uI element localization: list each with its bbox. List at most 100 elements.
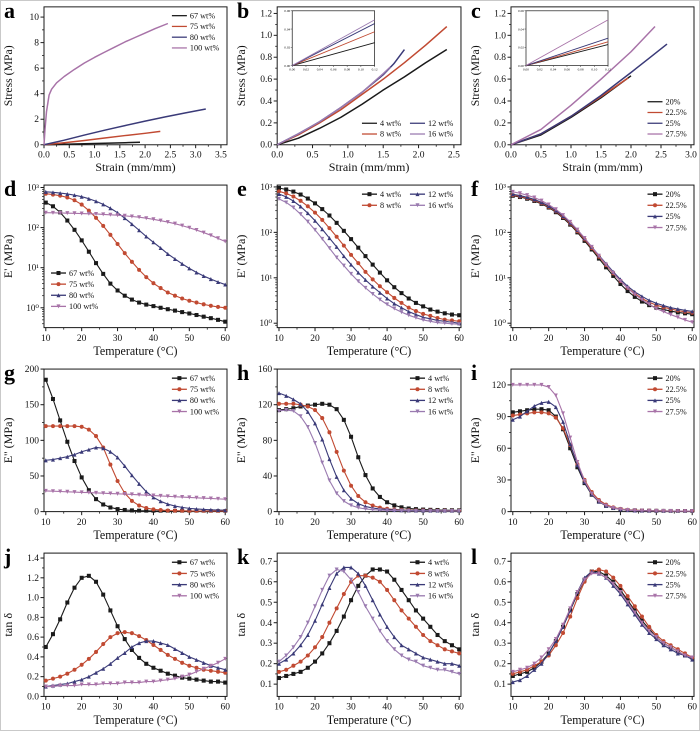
svg-text:0.0: 0.0 bbox=[505, 151, 517, 161]
chart-a: 0.0 0.5 1.0 1.5 2.0 2.5 3.0 3.5 0 2 4 6 8 10 Strain (m… bbox=[1, 1, 234, 179]
svg-text:75 wt%: 75 wt% bbox=[69, 280, 94, 289]
svg-text:0.2: 0.2 bbox=[27, 672, 39, 683]
svg-text:E'' (MPa): E'' (MPa) bbox=[234, 417, 248, 463]
svg-text:50: 50 bbox=[418, 702, 428, 713]
svg-text:20%: 20% bbox=[666, 374, 681, 383]
svg-text:20: 20 bbox=[544, 702, 554, 713]
panel-letter-h: h bbox=[237, 363, 250, 385]
svg-text:67 wt%: 67 wt% bbox=[190, 11, 216, 20]
svg-text:60: 60 bbox=[220, 333, 230, 344]
svg-text:4: 4 bbox=[34, 90, 39, 100]
svg-text:30: 30 bbox=[113, 702, 123, 713]
svg-text:0.0: 0.0 bbox=[494, 141, 506, 151]
panel-letter-d: d bbox=[4, 179, 17, 201]
svg-text:0.2: 0.2 bbox=[494, 119, 506, 129]
svg-text:0.4: 0.4 bbox=[494, 97, 506, 107]
svg-text:0.10: 0.10 bbox=[591, 67, 597, 71]
svg-text:0.6: 0.6 bbox=[260, 577, 272, 588]
svg-text:0.0: 0.0 bbox=[38, 151, 50, 161]
svg-text:E'' (MPa): E'' (MPa) bbox=[468, 417, 482, 463]
svg-text:0.02: 0.02 bbox=[284, 46, 290, 50]
svg-text:20: 20 bbox=[544, 333, 554, 344]
svg-text:0.7: 0.7 bbox=[494, 556, 506, 567]
svg-text:E' (MPa): E' (MPa) bbox=[234, 235, 248, 279]
svg-text:0.2: 0.2 bbox=[260, 659, 272, 670]
svg-text:40: 40 bbox=[149, 702, 159, 713]
svg-text:0.04: 0.04 bbox=[284, 27, 290, 31]
chart-k: 10 20 30 40 50 60 0.1 0.2 0.3 0.4 0.5 0.6 0.7 Tempera… bbox=[234, 547, 468, 732]
svg-text:60: 60 bbox=[220, 517, 230, 528]
svg-text:30: 30 bbox=[580, 702, 590, 713]
svg-text:16 wt%: 16 wt% bbox=[428, 407, 453, 416]
panel-letter-j: j bbox=[4, 547, 12, 569]
svg-text:0.6: 0.6 bbox=[260, 75, 272, 85]
svg-text:100 wt%: 100 wt% bbox=[190, 407, 219, 416]
svg-text:50: 50 bbox=[185, 517, 195, 528]
svg-text:0.5: 0.5 bbox=[535, 151, 547, 161]
svg-text:0.08: 0.08 bbox=[578, 67, 584, 71]
svg-text:10: 10 bbox=[274, 333, 284, 344]
svg-text:E' (MPa): E' (MPa) bbox=[1, 235, 15, 279]
svg-text:50: 50 bbox=[185, 702, 195, 713]
svg-text:60: 60 bbox=[454, 333, 464, 344]
panel-letter-a: a bbox=[4, 1, 15, 23]
svg-text:0.7: 0.7 bbox=[260, 556, 272, 567]
svg-text:0.6: 0.6 bbox=[494, 75, 506, 85]
svg-text:0.3: 0.3 bbox=[260, 638, 272, 649]
svg-text:60: 60 bbox=[687, 702, 697, 713]
svg-text:1.2: 1.2 bbox=[494, 9, 506, 19]
svg-text:4 wt%: 4 wt% bbox=[428, 374, 449, 383]
svg-text:8 wt%: 8 wt% bbox=[380, 130, 401, 139]
svg-text:75 wt%: 75 wt% bbox=[190, 385, 215, 394]
svg-text:120: 120 bbox=[258, 400, 273, 411]
svg-text:0.00: 0.00 bbox=[284, 64, 290, 68]
chart-f: 10 20 30 40 50 60 10⁰ 10¹ 10² 10³ Temperature (°C)… bbox=[468, 179, 700, 363]
panel-h: h 10 20 30 40 50 60 0 40 80 120 160 Temperature (°C… bbox=[234, 363, 468, 547]
svg-text:12 wt%: 12 wt% bbox=[428, 396, 453, 405]
chart-e: 10 20 30 40 50 60 10⁰ 10¹ 10² 10³ Temperature (°C)… bbox=[234, 179, 468, 363]
svg-text:3.0: 3.0 bbox=[190, 151, 202, 161]
svg-text:67 wt%: 67 wt% bbox=[190, 374, 215, 383]
svg-text:tan δ: tan δ bbox=[468, 613, 482, 637]
svg-text:60: 60 bbox=[220, 702, 230, 713]
svg-text:0.0: 0.0 bbox=[271, 151, 283, 161]
panel-letter-l: l bbox=[471, 547, 478, 569]
svg-text:Temperature (°C): Temperature (°C) bbox=[327, 713, 412, 727]
svg-text:40: 40 bbox=[263, 471, 273, 482]
svg-text:80 wt%: 80 wt% bbox=[190, 580, 215, 589]
svg-text:80 wt%: 80 wt% bbox=[190, 396, 215, 405]
svg-text:0.06: 0.06 bbox=[330, 67, 336, 71]
panel-c: c 0.0 0.5 1.0 1.5 2.0 2.5 3.0 0.0 0.2 0.4 0.6 0.8 1.… bbox=[468, 1, 700, 179]
chart-j: 10 20 30 40 50 60 0.0 0.2 0.4 0.6 0.8 1.0 1.2 1.4 Temp… bbox=[1, 547, 234, 732]
svg-text:6: 6 bbox=[34, 64, 39, 74]
svg-text:10: 10 bbox=[508, 517, 518, 528]
svg-text:20: 20 bbox=[77, 517, 87, 528]
svg-text:20: 20 bbox=[310, 517, 320, 528]
svg-text:2.5: 2.5 bbox=[655, 151, 667, 161]
svg-text:Temperature (°C): Temperature (°C) bbox=[93, 713, 177, 727]
svg-text:60: 60 bbox=[454, 517, 464, 528]
svg-text:8: 8 bbox=[34, 39, 39, 49]
svg-text:0.00: 0.00 bbox=[289, 67, 295, 71]
svg-text:tan δ: tan δ bbox=[1, 613, 15, 637]
svg-text:10¹: 10¹ bbox=[27, 263, 39, 273]
svg-text:10³: 10³ bbox=[27, 182, 39, 192]
svg-text:Strain (mm/mm): Strain (mm/mm) bbox=[95, 160, 175, 174]
svg-text:1.0: 1.0 bbox=[27, 593, 39, 604]
svg-text:Temperature (°C): Temperature (°C) bbox=[93, 528, 177, 542]
svg-text:27.5%: 27.5% bbox=[666, 407, 687, 416]
svg-text:10³: 10³ bbox=[494, 182, 506, 192]
chart-h: 10 20 30 40 50 60 0 40 80 120 160 Temperature (°C) E… bbox=[234, 363, 468, 547]
svg-text:8 wt%: 8 wt% bbox=[428, 569, 449, 578]
svg-text:Temperature (°C): Temperature (°C) bbox=[560, 528, 644, 542]
panel-f: f 10 20 30 40 50 60 10⁰ 10¹ 10² 10³ Temperature (°… bbox=[468, 179, 700, 363]
svg-text:Stress (MPa): Stress (MPa) bbox=[468, 45, 482, 106]
svg-text:10²: 10² bbox=[27, 223, 39, 233]
svg-text:tan δ: tan δ bbox=[234, 613, 248, 637]
svg-text:60: 60 bbox=[687, 333, 697, 344]
svg-text:10¹: 10¹ bbox=[260, 273, 272, 283]
panel-e: e 10 20 30 40 50 60 10⁰ 10¹ 10² 10³ Temperature (°… bbox=[234, 179, 468, 363]
svg-text:10: 10 bbox=[274, 702, 284, 713]
svg-text:0.1: 0.1 bbox=[260, 679, 272, 690]
svg-text:0.04: 0.04 bbox=[550, 67, 556, 71]
